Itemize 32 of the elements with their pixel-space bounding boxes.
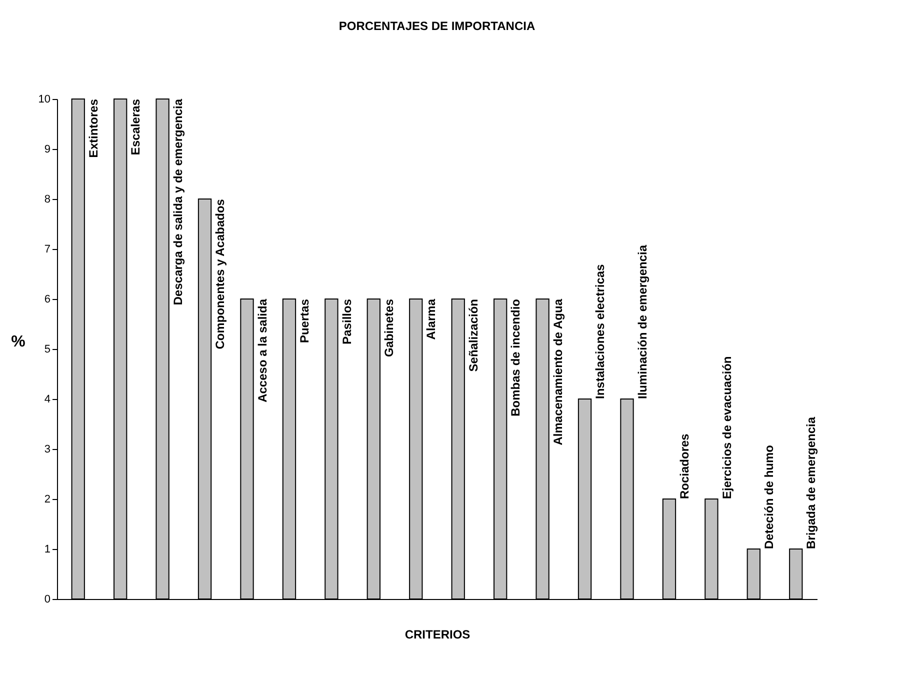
x-tick-label: Pasillos: [340, 298, 354, 344]
x-tick-label: Brigada de emergencia: [804, 416, 818, 549]
chart-title: PORCENTAJES DE IMPORTANCIA: [338, 19, 536, 33]
x-tick-label: Alarma: [424, 298, 438, 340]
x-tick-label: Instalaciones electricas: [593, 264, 608, 399]
x-tick-label: Ejercicios de evacuación: [720, 356, 734, 499]
x-tick-label: Gabinetes: [382, 298, 396, 358]
y-tick-label: 7: [44, 244, 50, 256]
y-tick-label: 2: [44, 494, 50, 506]
x-tick-label: Componentes y Acabados: [213, 198, 228, 350]
y-tick-label: 8: [44, 194, 50, 206]
y-tick-label: 9: [44, 144, 50, 156]
y-tick-label: 1: [44, 544, 50, 556]
x-axis-title: CRITERIOS: [404, 628, 470, 642]
x-tick-label: Señalización: [466, 299, 480, 372]
x-tick-label: Deteción de humo: [762, 444, 776, 549]
y-tick-label: 5: [44, 344, 50, 356]
y-tick-label: 3: [44, 444, 50, 456]
y-tick-label: 0: [44, 594, 50, 606]
y-tick-label: 4: [44, 394, 50, 406]
x-tick-label: Escaleras: [128, 98, 143, 156]
x-tick-label: Puertas: [298, 298, 312, 344]
x-tick-label: Descarga de salida y de emergencia: [170, 98, 185, 306]
x-tick-label: Acceso a la salida: [255, 298, 270, 402]
x-tick-label: Extintores: [86, 98, 100, 158]
y-tick-label: 10: [38, 94, 50, 106]
x-tick-label: Iluminación de emergencia: [635, 244, 650, 399]
x-tick-label: Bombas de incendio: [508, 299, 523, 416]
y-axis-title: %: [11, 334, 26, 350]
x-tick-label: Almacenamiento de Agua: [550, 298, 565, 446]
y-tick-label: 6: [44, 294, 50, 306]
x-tick-label: Rociadores: [678, 433, 692, 499]
